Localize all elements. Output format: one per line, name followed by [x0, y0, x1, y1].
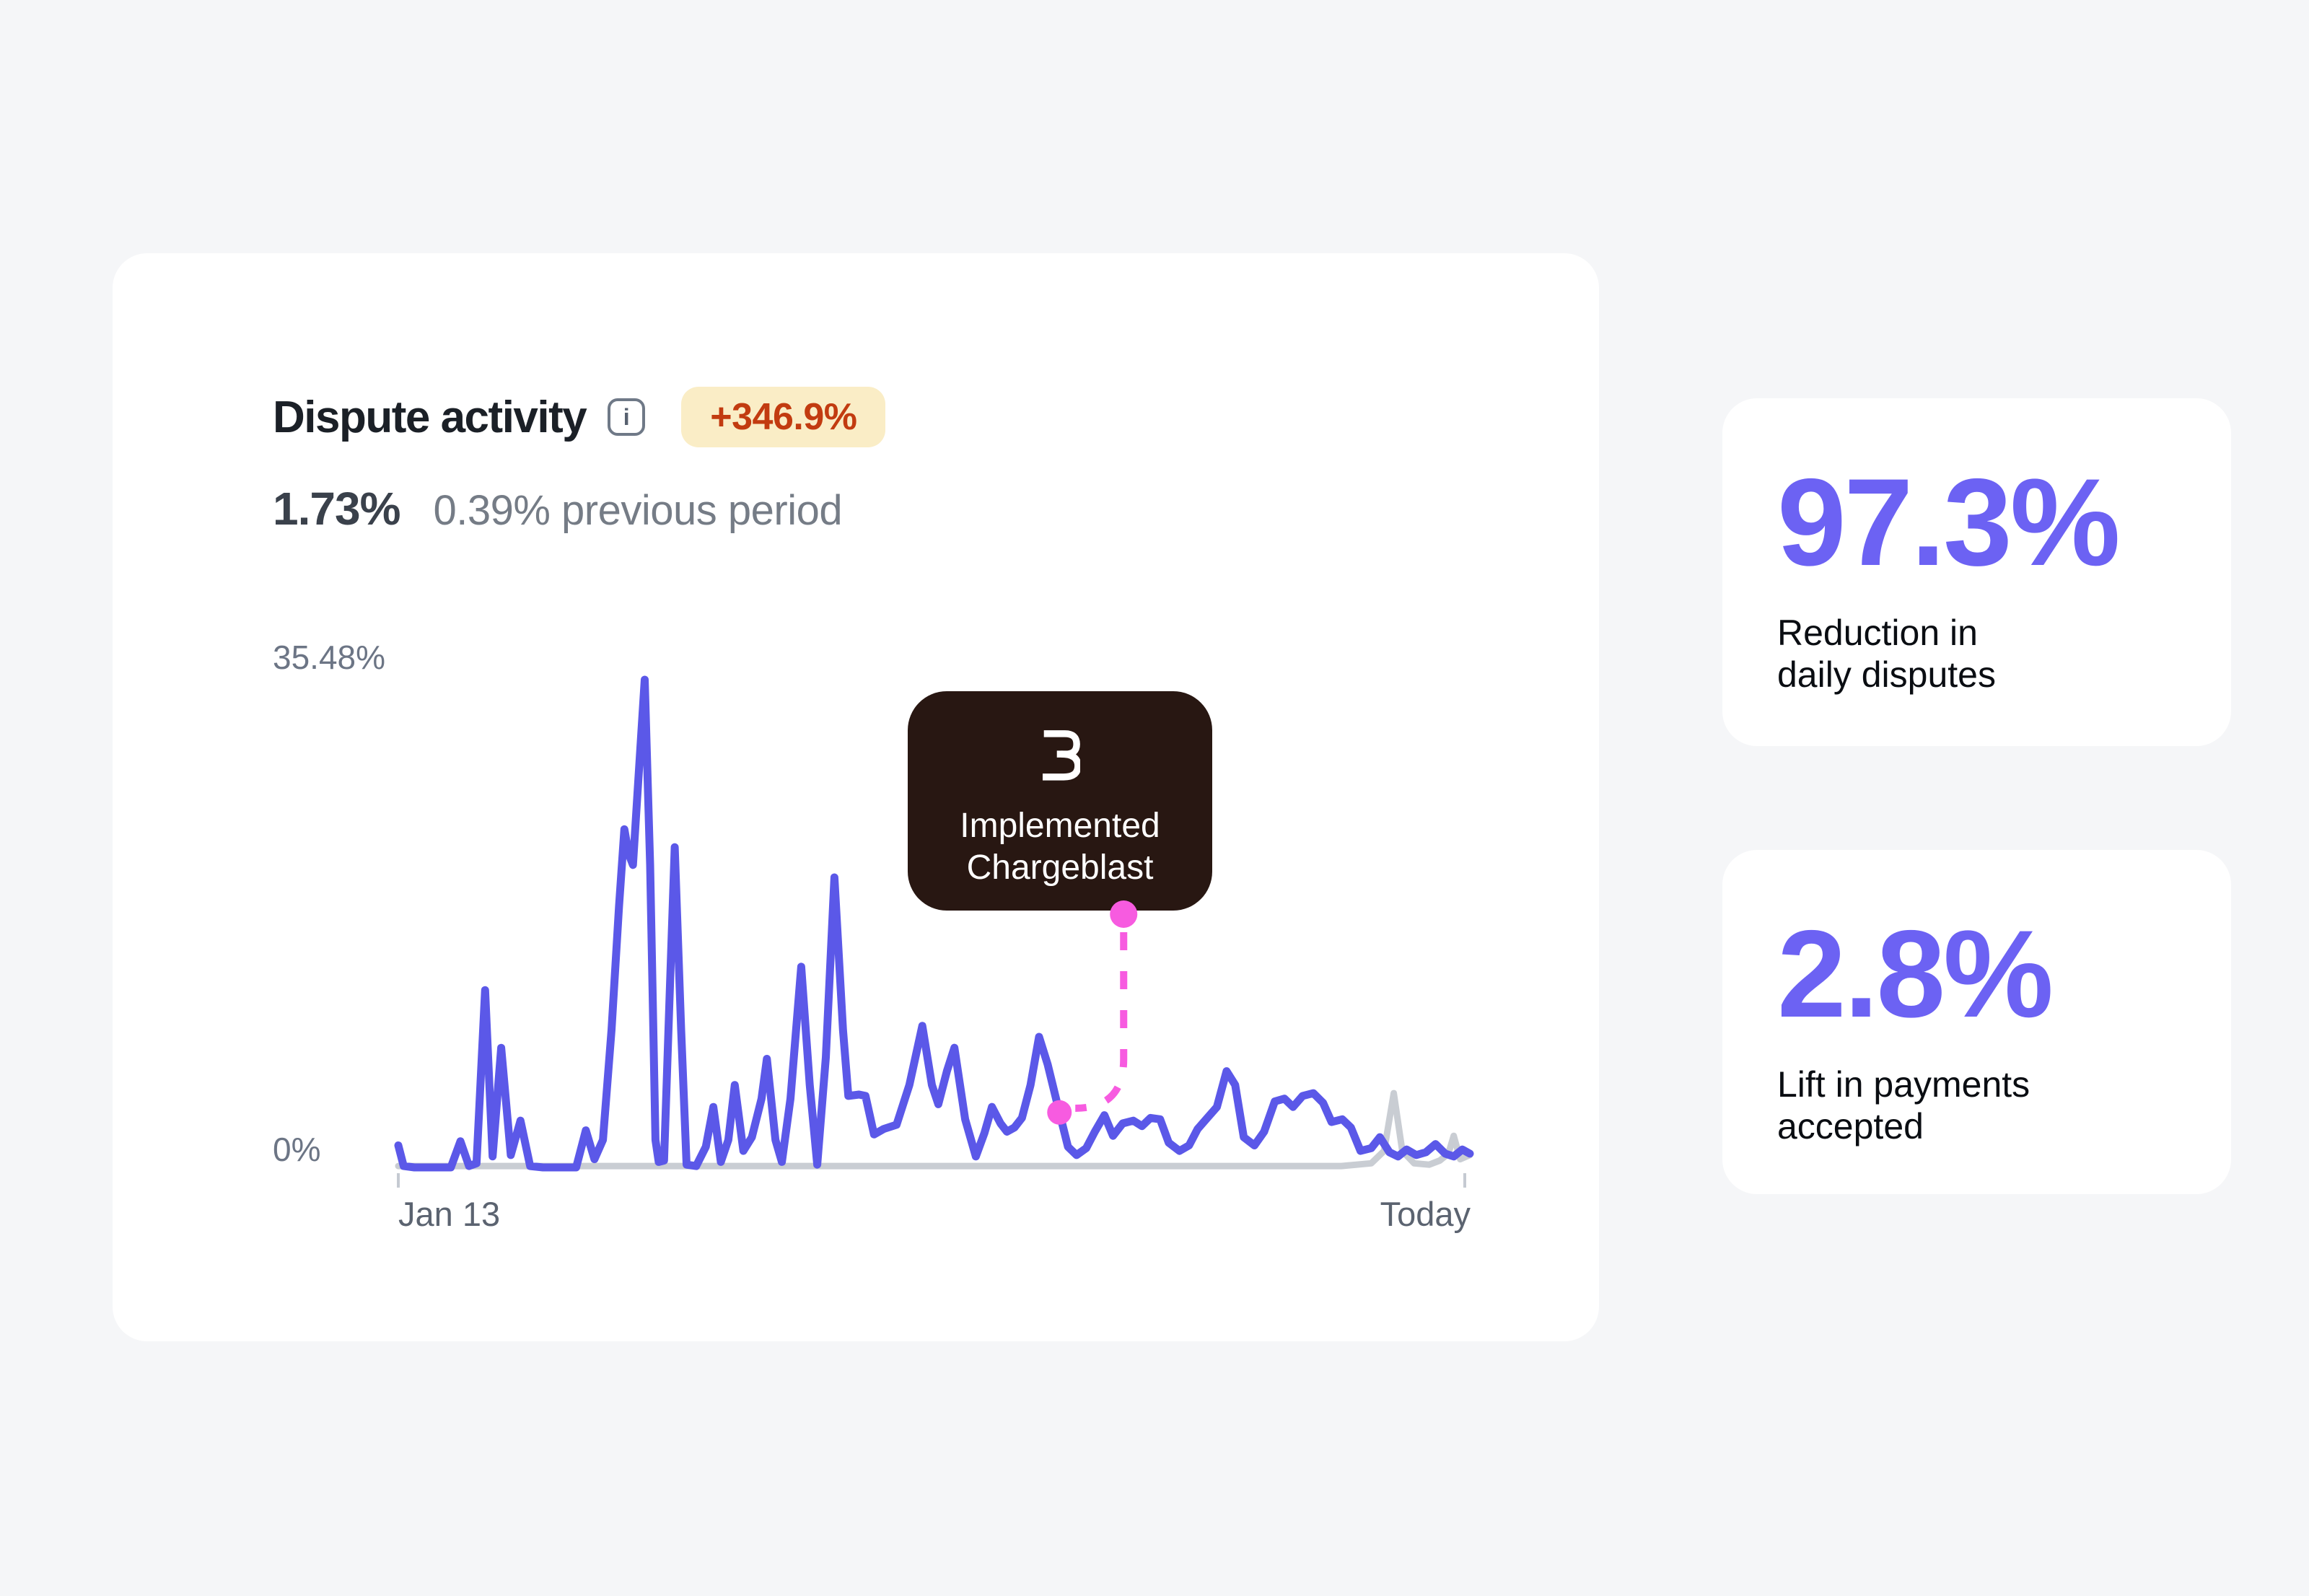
tooltip-label: Implemented Chargeblast [960, 805, 1160, 889]
stat-label-line: accepted [1777, 1106, 1924, 1146]
chart-annotation-tooltip: Implemented Chargeblast [908, 691, 1212, 911]
stat-label-reduction: Reduction in daily disputes [1777, 612, 2188, 696]
stat-card-lift: 2.8% Lift in payments accepted [1722, 850, 2231, 1194]
current-period-value: 1.73% [273, 483, 400, 535]
info-icon-glyph: i [623, 404, 630, 430]
y-axis-max-label: 35.48% [273, 639, 386, 676]
stat-label-line: Lift in payments [1777, 1064, 2030, 1105]
stat-label-lift: Lift in payments accepted [1777, 1064, 2188, 1147]
stat-label-line: Reduction in [1777, 613, 1978, 653]
stat-value-lift: 2.8% [1777, 905, 2054, 1043]
x-axis-end-label: Today [1380, 1195, 1471, 1233]
info-icon[interactable]: i [608, 398, 646, 436]
card-header: Dispute activity i +346.9% [273, 387, 886, 447]
stat-label-line: daily disputes [1777, 654, 1996, 695]
tooltip-label-line2: Chargeblast [966, 849, 1154, 887]
stat-value-reduction: 97.3% [1777, 453, 2121, 592]
card-title: Dispute activity [273, 392, 587, 442]
chargeblast-logo-icon [1043, 730, 1080, 781]
tooltip-label-line1: Implemented [960, 807, 1160, 845]
x-axis-start-label: Jan 13 [398, 1195, 501, 1233]
previous-period-value: 0.39% previous period [433, 487, 843, 534]
stat-card-reduction: 97.3% Reduction in daily disputes [1722, 398, 2231, 746]
y-axis-min-label: 0% [273, 1131, 321, 1168]
metric-values: 1.73% 0.39% previous period [273, 482, 843, 535]
change-badge: +346.9% [681, 387, 886, 447]
